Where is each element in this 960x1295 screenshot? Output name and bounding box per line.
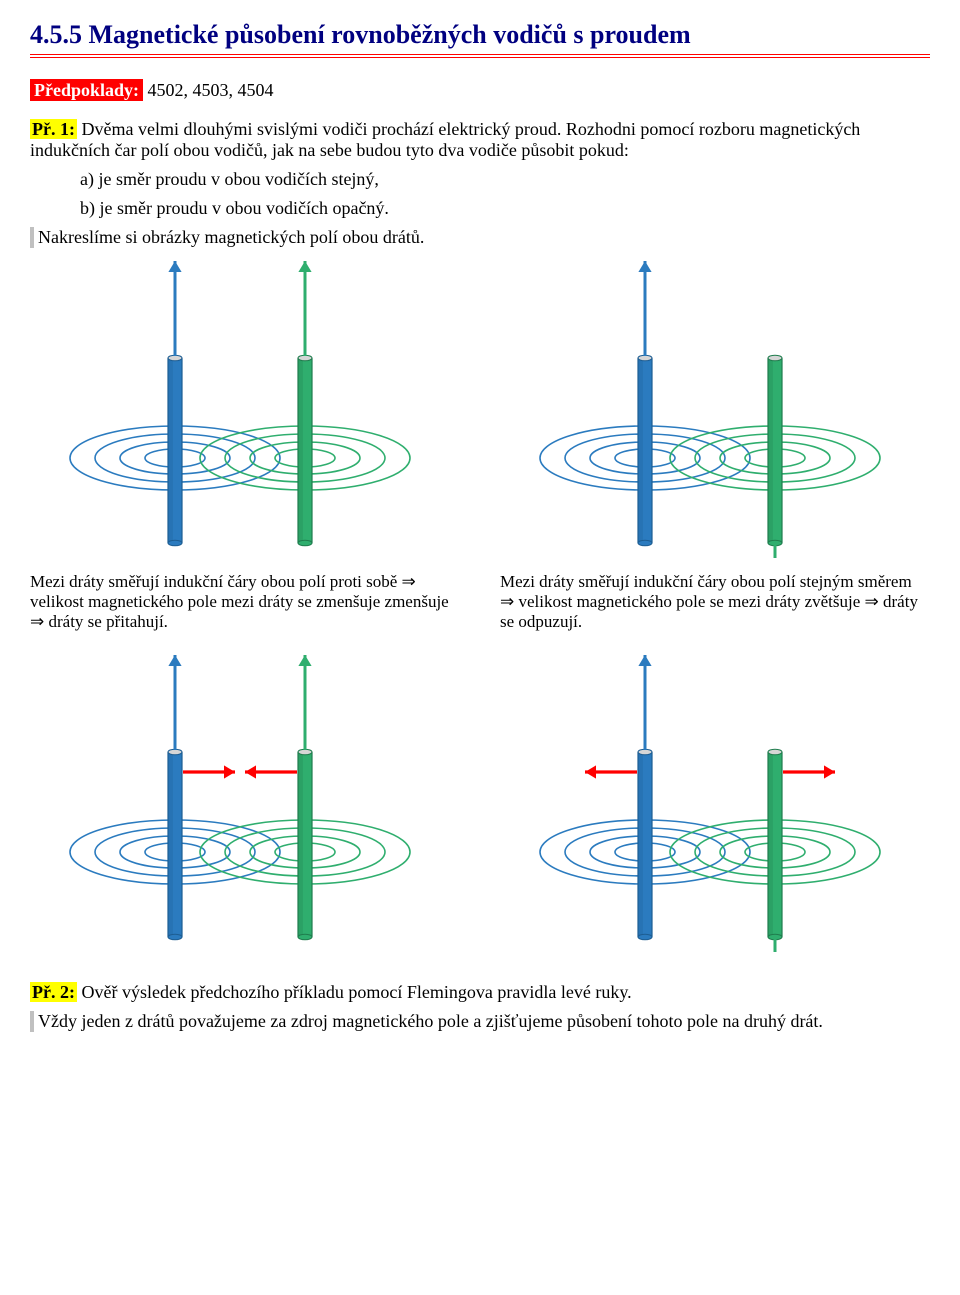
prerequisites-value: 4502, 4503, 4504: [143, 80, 274, 100]
diagram-opposite-direction: [500, 258, 930, 558]
note-draw-figures: Nakreslíme si obrázky magnetických polí …: [30, 227, 930, 248]
caption-repel: Mezi dráty směřují indukční čáry obou po…: [500, 572, 930, 632]
example-1-text: Dvěma velmi dlouhými svislými vodiči pro…: [30, 119, 860, 160]
section-heading: 4.5.5 Magnetické působení rovnoběžných v…: [30, 20, 930, 58]
example-1-a: a) je směr proudu v obou vodičích stejný…: [80, 169, 930, 190]
example-1-label: Př. 1:: [30, 119, 77, 139]
example-2-label: Př. 2:: [30, 982, 77, 1002]
prerequisites-line: Předpoklady: 4502, 4503, 4504: [30, 80, 930, 101]
note-fleming: Vždy jeden z drátů považujeme za zdroj m…: [30, 1011, 930, 1032]
diagram-same-direction-force: [30, 652, 460, 952]
captions-row: Mezi dráty směřují indukční čáry obou po…: [30, 572, 930, 632]
example-2-text: Ověř výsledek předchozího příkladu pomoc…: [77, 982, 632, 1002]
prerequisites-label: Předpoklady:: [30, 79, 143, 101]
diagram-row-1: [30, 258, 930, 558]
example-1-intro: Př. 1: Dvěma velmi dlouhými svislými vod…: [30, 119, 930, 161]
example-1-b: b) je směr proudu v obou vodičích opačný…: [80, 198, 930, 219]
diagram-same-direction: [30, 258, 460, 558]
diagram-opposite-direction-force: [500, 652, 930, 952]
diagram-row-2: [30, 652, 930, 952]
caption-attract: Mezi dráty směřují indukční čáry obou po…: [30, 572, 460, 632]
example-2: Př. 2: Ověř výsledek předchozího příklad…: [30, 982, 930, 1003]
